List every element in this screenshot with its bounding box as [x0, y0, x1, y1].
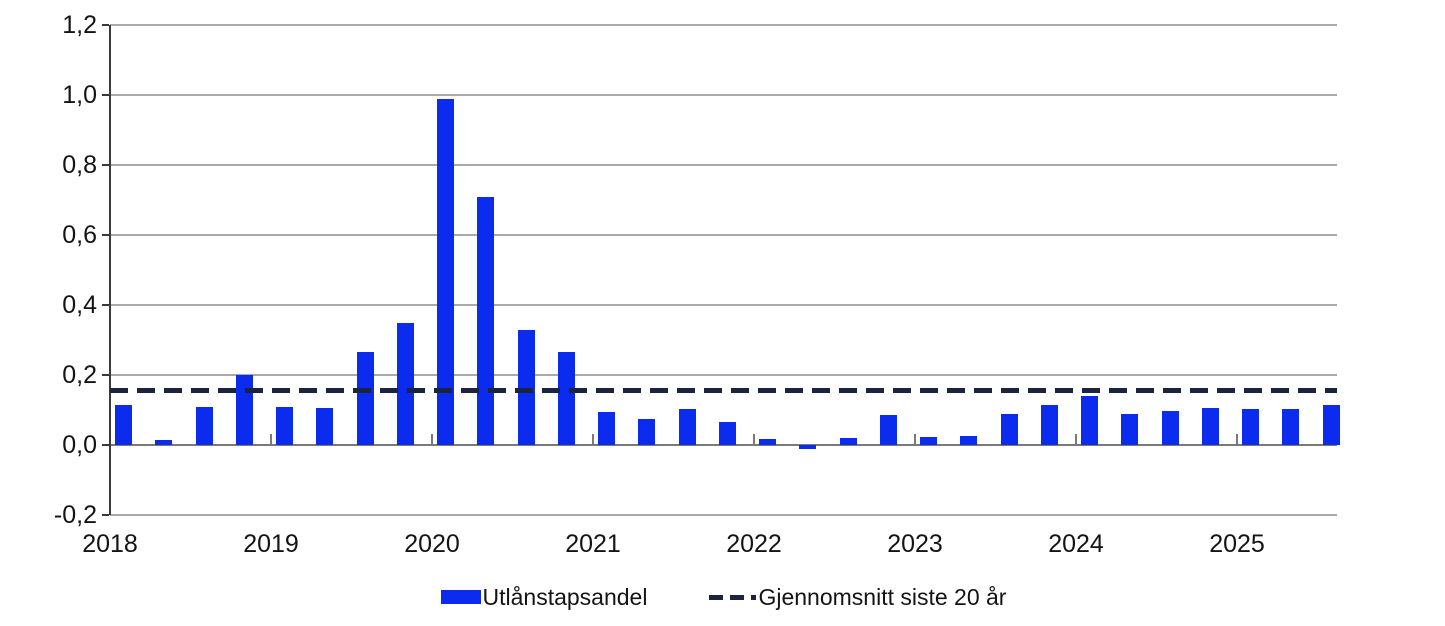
y-axis-tick	[102, 164, 109, 166]
x-axis-tick	[914, 434, 916, 445]
bar-2019Q2	[316, 408, 334, 445]
y-axis-tick	[102, 444, 109, 446]
bar-2021Q4	[718, 422, 736, 445]
bar-2019Q4	[396, 322, 414, 445]
x-axis-tick	[1236, 434, 1238, 445]
gridline-0,0	[110, 444, 1337, 446]
bar-2018Q3	[195, 406, 213, 445]
x-axis-tick	[431, 434, 433, 445]
y-axis-tick	[102, 304, 109, 306]
x-axis-tick	[592, 434, 594, 445]
bar-2019Q1	[276, 406, 293, 445]
legend: Utlånstapsandel Gjennomsnitt siste 20 år	[110, 583, 1337, 611]
average-line-swatch	[709, 594, 757, 600]
bar-2018Q4	[235, 375, 253, 445]
gridline-0,6	[110, 234, 1337, 236]
x-axis-tick	[753, 434, 755, 445]
bar-2022Q4	[879, 414, 897, 445]
bar-series-label: Utlånstapsandel	[482, 583, 648, 610]
bar-2022Q1	[759, 438, 776, 445]
x-axis-label-2019: 2019	[243, 530, 299, 558]
y-axis-label: 0,4	[62, 291, 97, 319]
bar-2024Q3	[1161, 411, 1179, 445]
bar-series-swatch	[440, 590, 481, 604]
gridline-0,2	[110, 374, 1337, 376]
average-line	[110, 387, 1337, 393]
y-axis-tick	[102, 374, 109, 376]
bar-2021Q3	[678, 408, 696, 445]
x-axis-label-2025: 2025	[1209, 530, 1265, 558]
y-axis-tick	[102, 24, 109, 26]
x-axis-label-2021: 2021	[565, 530, 621, 558]
bar-2025Q3	[1322, 404, 1340, 445]
bar-2023Q2	[960, 436, 978, 445]
x-axis-label-2024: 2024	[1048, 530, 1104, 558]
legend-item-average-line: Gjennomsnitt siste 20 år	[709, 584, 1006, 611]
bar-2023Q3	[1000, 413, 1018, 445]
y-axis-label: 0,8	[62, 151, 97, 179]
average-line-label: Gjennomsnitt siste 20 år	[758, 583, 1007, 610]
bar-2020Q1	[437, 98, 454, 445]
y-axis-label: -0,2	[53, 501, 97, 529]
bar-2025Q1	[1242, 408, 1259, 445]
bar-2020Q3	[517, 329, 535, 445]
x-axis-tick	[1075, 434, 1077, 445]
gridline-1,0	[110, 94, 1337, 96]
legend-item-bar-series: Utlånstapsandel	[440, 583, 648, 611]
bar-2020Q2	[477, 196, 495, 445]
bar-2019Q3	[356, 352, 374, 445]
bar-2023Q4	[1040, 404, 1058, 445]
gridline-0,4	[110, 304, 1337, 306]
y-axis-label: 0,6	[62, 221, 97, 249]
y-axis-label: 0,2	[62, 361, 97, 389]
gridline--0,2	[110, 514, 1337, 516]
bar-2020Q4	[557, 352, 575, 445]
bar-2021Q2	[638, 419, 656, 445]
y-axis-tick	[102, 94, 109, 96]
x-axis-label-2018: 2018	[82, 530, 138, 558]
bar-2021Q1	[598, 411, 615, 445]
bar-2023Q1	[920, 437, 937, 445]
bar-2022Q3	[839, 438, 857, 445]
bar-2024Q1	[1081, 396, 1098, 445]
bar-2024Q4	[1201, 408, 1219, 445]
y-axis-tick	[102, 234, 109, 236]
y-axis-tick	[102, 514, 109, 516]
gridline-1,2	[110, 24, 1337, 26]
x-axis-label-2020: 2020	[404, 530, 460, 558]
bar-2022Q2	[799, 445, 817, 450]
bar-2018Q1	[115, 404, 132, 445]
x-axis-tick	[270, 434, 272, 445]
bar-2025Q2	[1282, 408, 1300, 445]
gridline-0,8	[110, 164, 1337, 166]
y-axis-label: 1,2	[62, 11, 97, 39]
x-axis-label-2022: 2022	[726, 530, 782, 558]
bar-2018Q2	[155, 440, 173, 445]
x-axis-label-2023: 2023	[887, 530, 943, 558]
y-axis-label: 0,0	[62, 431, 97, 459]
y-axis-label: 1,0	[62, 81, 97, 109]
y-axis-line	[109, 25, 111, 515]
bar-2024Q2	[1121, 413, 1139, 445]
